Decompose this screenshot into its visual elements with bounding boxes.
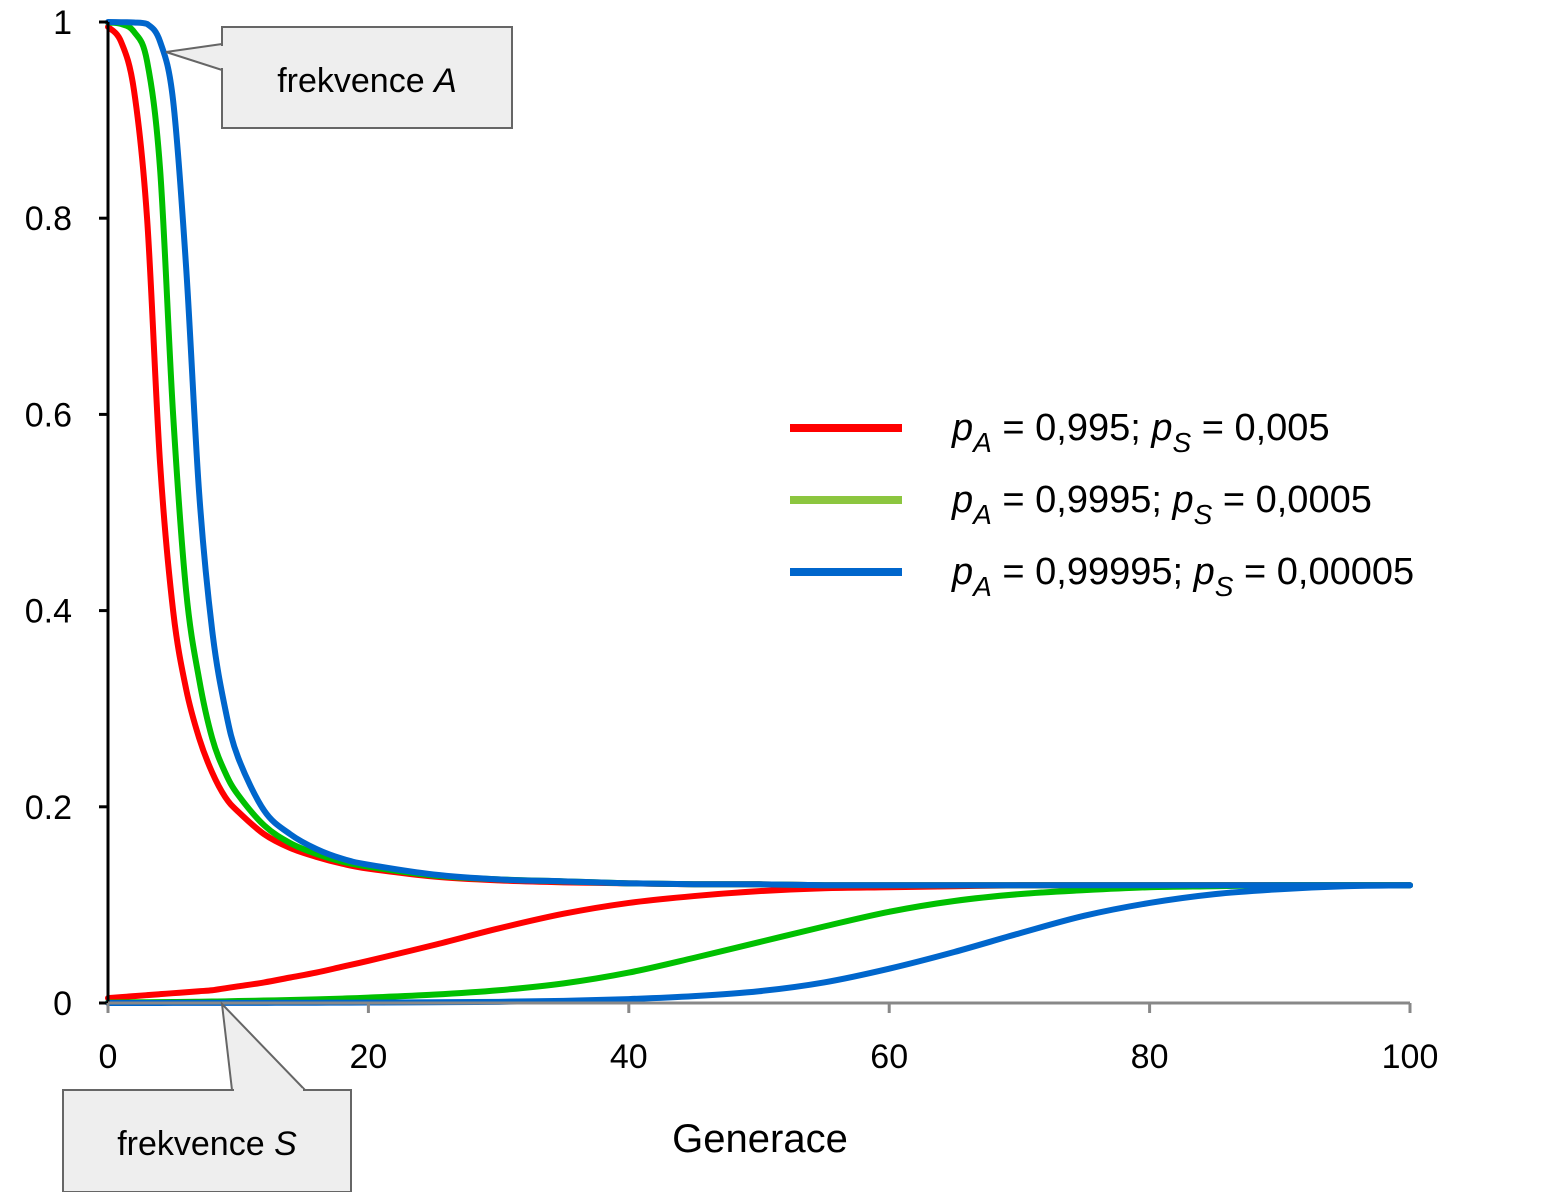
annotation-frekvence-s-text: frekvence S	[117, 1125, 297, 1163]
x-axis-ticks: 0 20 40 60 80 100	[99, 1003, 1439, 1076]
x-axis-label: Generace	[672, 1117, 848, 1161]
x-tick-label: 20	[349, 1038, 387, 1076]
legend: pA = 0,995; pS = 0,005 pA = 0,9995; pS = …	[790, 407, 1414, 602]
y-tick-label: 0.4	[25, 593, 72, 631]
y-tick-label: 0.8	[25, 200, 72, 238]
legend-label-2: pA = 0,9995; pS = 0,0005	[951, 479, 1372, 530]
annotation-frekvence-s: frekvence S	[63, 1004, 351, 1192]
x-tick-label: 100	[1382, 1038, 1439, 1076]
y-tick-label: 0.6	[25, 396, 72, 434]
x-tick-label: 80	[1131, 1038, 1169, 1076]
legend-label-3: pA = 0,99995; pS = 0,00005	[951, 551, 1414, 602]
y-axis-ticks: 0 0.2 0.4 0.6 0.8 1	[25, 4, 108, 1023]
series-line-2-frekvence-a	[108, 22, 1410, 885]
legend-label-1: pA = 0,995; pS = 0,005	[951, 407, 1330, 458]
x-tick-label: 60	[870, 1038, 908, 1076]
y-tick-label: 0.2	[25, 789, 72, 827]
x-tick-label: 0	[99, 1038, 118, 1076]
series-line-1-frekvence-a	[108, 27, 1410, 885]
annotation-frekvence-a-text: frekvence A	[277, 62, 457, 100]
x-tick-label: 40	[610, 1038, 648, 1076]
y-tick-label: 0	[53, 985, 72, 1023]
annotation-frekvence-a: frekvence A	[166, 27, 512, 128]
series-line-3-frekvence-a	[108, 22, 1410, 885]
series-line-2-frekvence-s	[108, 885, 1410, 1002]
y-tick-label: 1	[53, 4, 72, 42]
